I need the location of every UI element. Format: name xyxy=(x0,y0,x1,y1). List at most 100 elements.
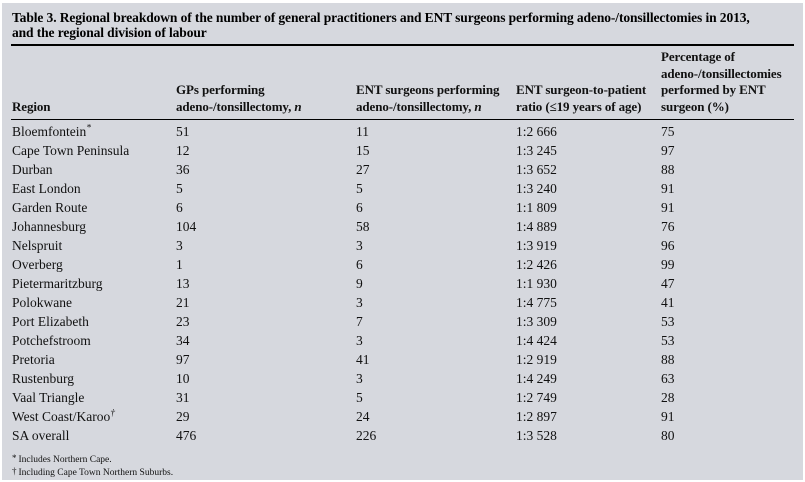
ent-surgeons-cell: 5 xyxy=(356,390,363,405)
region-cell: Pretoria xyxy=(12,352,55,367)
region-cell: Vaal Triangle xyxy=(12,390,85,405)
ratio-cell: 1:2 426 xyxy=(516,257,557,272)
pct-ent-cell: 91 xyxy=(661,181,675,196)
region-cell: Cape Town Peninsula xyxy=(12,143,130,158)
pct-ent-cell: 88 xyxy=(661,352,675,367)
regional-breakdown-table: Region GPs performing adeno-/tonsillectom… xyxy=(11,47,794,445)
gps-cell: 34 xyxy=(176,333,190,348)
ratio-cell: 1:4 889 xyxy=(516,219,557,234)
region-cell: Polokwane xyxy=(12,295,72,310)
ent-surgeons-cell: 24 xyxy=(356,409,370,424)
pct-ent-cell: 88 xyxy=(661,162,675,177)
gps-cell: 104 xyxy=(176,219,197,234)
gps-cell: 3 xyxy=(176,238,183,253)
footnote-text: Includes Northern Cape. xyxy=(18,455,112,465)
table-row: East London 5 5 1:3 240 91 xyxy=(11,179,794,198)
gps-cell: 21 xyxy=(176,295,190,310)
region-cell: SA overall xyxy=(12,428,70,443)
pct-ent-cell: 96 xyxy=(661,238,675,253)
header-row: Region GPs performing adeno-/tonsillectom… xyxy=(11,47,794,120)
gps-cell: 51 xyxy=(176,124,190,139)
region-cell: Overberg xyxy=(12,257,63,272)
gps-cell: 97 xyxy=(176,352,190,367)
region-cell: Pietermaritzburg xyxy=(12,276,103,291)
gps-cell: 1 xyxy=(176,257,183,272)
gps-cell: 10 xyxy=(176,371,190,386)
pct-ent-cell: 53 xyxy=(661,333,675,348)
ent-surgeons-cell: 58 xyxy=(356,219,370,234)
title-rule xyxy=(11,44,794,46)
ent-surgeons-cell: 15 xyxy=(356,143,370,158)
pct-ent-cell: 91 xyxy=(661,200,675,215)
table-row: Cape Town Peninsula 12 15 1:3 245 97 xyxy=(11,141,794,160)
table-row: Polokwane 21 3 1:4 775 41 xyxy=(11,293,794,312)
ratio-cell: 1:4 249 xyxy=(516,371,557,386)
pct-ent-cell: 53 xyxy=(661,314,675,329)
column-header-ent-surgeons: ENT surgeons performing adeno-/tonsillec… xyxy=(356,47,516,120)
table-panel: Table 3. Regional breakdown of the numbe… xyxy=(2,3,803,480)
table-row: Durban 36 27 1:3 652 88 xyxy=(11,160,794,179)
region-cell: Rustenburg xyxy=(12,371,75,386)
pct-ent-cell: 63 xyxy=(661,371,675,386)
ent-surgeons-cell: 226 xyxy=(356,428,377,443)
ratio-cell: 1:2 919 xyxy=(516,352,557,367)
pct-ent-cell: 97 xyxy=(661,143,675,158)
column-header-gps: GPs performing adeno-/tonsillectomy, n xyxy=(176,47,356,120)
pct-ent-cell: 47 xyxy=(661,276,675,291)
pct-ent-cell: 91 xyxy=(661,409,675,424)
ratio-cell: 1:1 809 xyxy=(516,200,557,215)
region-cell: Port Elizabeth xyxy=(12,314,89,329)
ratio-cell: 1:3 652 xyxy=(516,162,557,177)
region-cell: Durban xyxy=(12,162,53,177)
table-row: Johannesburg 104 58 1:4 889 76 xyxy=(11,217,794,236)
footnote: * Includes Northern Cape. xyxy=(12,453,794,466)
gps-cell: 12 xyxy=(176,143,190,158)
region-cell: Garden Route xyxy=(12,200,88,215)
table-row: Rustenburg 10 3 1:4 249 63 xyxy=(11,369,794,388)
ent-surgeons-cell: 9 xyxy=(356,276,363,291)
pct-ent-cell: 41 xyxy=(661,295,675,310)
table-row: Bloemfontein* 51 11 1:2 666 75 xyxy=(11,120,794,142)
gps-cell: 6 xyxy=(176,200,183,215)
table-body: Bloemfontein* 51 11 1:2 666 75 Cape Town Peni… xyxy=(11,120,794,446)
pct-ent-cell: 76 xyxy=(661,219,675,234)
ent-surgeons-cell: 11 xyxy=(356,124,369,139)
table-row: SA overall 476 226 1:3 528 80 xyxy=(11,426,794,445)
gps-cell: 36 xyxy=(176,162,190,177)
table-row: Pretoria 97 41 1:2 919 88 xyxy=(11,350,794,369)
table-row: Garden Route 6 6 1:1 809 91 xyxy=(11,198,794,217)
table-row: Vaal Triangle 31 5 1:2 749 28 xyxy=(11,388,794,407)
ent-surgeons-cell: 7 xyxy=(356,314,363,329)
ratio-cell: 1:3 528 xyxy=(516,428,557,443)
ent-surgeons-cell: 3 xyxy=(356,238,363,253)
ratio-cell: 1:3 240 xyxy=(516,181,557,196)
table-row: Potchefstroom 34 3 1:4 424 53 xyxy=(11,331,794,350)
pct-ent-cell: 80 xyxy=(661,428,675,443)
table-header: Region GPs performing adeno-/tonsillectom… xyxy=(11,47,794,120)
ratio-cell: 1:4 424 xyxy=(516,333,557,348)
ent-surgeons-cell: 3 xyxy=(356,371,363,386)
footnote-marker: * xyxy=(12,453,17,463)
gps-cell: 31 xyxy=(176,390,190,405)
region-cell: Potchefstroom xyxy=(12,333,91,348)
ent-surgeons-cell: 3 xyxy=(356,333,363,348)
table-row: Nelspruit 3 3 1:3 919 96 xyxy=(11,236,794,255)
gps-cell: 476 xyxy=(176,428,197,443)
gps-cell: 5 xyxy=(176,181,183,196)
region-cell: Johannesburg xyxy=(12,219,86,234)
region-cell: West Coast/Karoo† xyxy=(12,408,116,424)
ent-surgeons-cell: 41 xyxy=(356,352,370,367)
ent-surgeons-cell: 5 xyxy=(356,181,363,196)
gps-cell: 23 xyxy=(176,314,190,329)
column-header-ratio: ENT surgeon-to-patient ratio (≤19 years … xyxy=(516,47,661,120)
table-title: Table 3. Regional breakdown of the numbe… xyxy=(12,10,750,40)
ent-surgeons-cell: 3 xyxy=(356,295,363,310)
table-row: West Coast/Karoo† 29 24 1:2 897 91 xyxy=(11,407,794,426)
pct-ent-cell: 99 xyxy=(661,257,675,272)
ratio-cell: 1:2 897 xyxy=(516,409,557,424)
ratio-cell: 1:3 245 xyxy=(516,143,557,158)
footnote-text: Including Cape Town Northern Suburbs. xyxy=(18,467,174,478)
table-row: Overberg 1 6 1:2 426 99 xyxy=(11,255,794,274)
pct-ent-cell: 28 xyxy=(661,390,675,405)
